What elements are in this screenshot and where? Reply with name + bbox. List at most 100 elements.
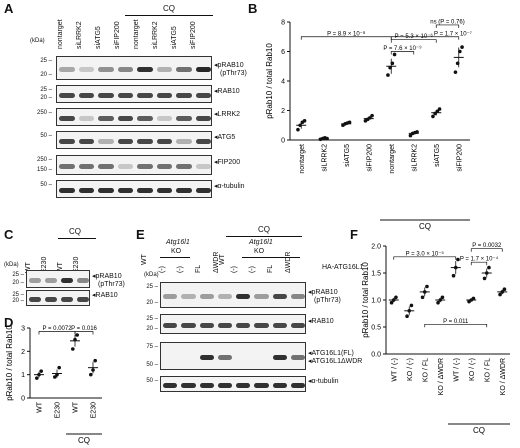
data-point (296, 127, 300, 132)
molecular-weight-marker: 20 – (146, 326, 158, 332)
p-value-annotation: P = 0.0032 (472, 243, 502, 249)
blot-label-secondary: (pThr73) (314, 297, 341, 304)
blot-band (290, 322, 305, 328)
y-tick-label: 0 (281, 138, 285, 145)
blot-band (78, 187, 94, 193)
blot-band (272, 354, 287, 360)
blot-atg16l1 (160, 342, 306, 370)
blot-band (156, 66, 172, 72)
molecular-weight-marker: 25 – (146, 284, 158, 290)
data-point (431, 114, 435, 119)
blot-band (217, 382, 232, 388)
panel-label-c: C (4, 227, 14, 242)
blot-band (59, 138, 75, 144)
molecular-weight-marker: 150 – (36, 167, 52, 173)
data-point (347, 120, 352, 125)
data-point (438, 298, 443, 302)
blot-band (163, 322, 178, 328)
x-tick-label: WT / (-) (391, 358, 398, 382)
blot-label-secondary: ◂ATG16L1ΔWDR (308, 358, 363, 365)
blot-band (236, 322, 251, 328)
data-point (437, 107, 442, 111)
p-value-annotation: P = 1.7 × 10⁻⁴ (460, 256, 499, 263)
data-point (498, 292, 502, 297)
blot-band (181, 293, 196, 299)
significance-bracket (390, 36, 460, 40)
blot-prab10-pthr73- (160, 282, 306, 308)
blot-band (78, 163, 94, 169)
blot-band (156, 138, 172, 144)
blot-band (137, 138, 153, 144)
blot-label: ◂α-tubulin (308, 378, 339, 385)
data-point (37, 372, 41, 377)
x-tick-label: KO / (-) (407, 358, 414, 381)
panel-label-e: E (136, 227, 145, 242)
significance-bracket (435, 24, 460, 28)
panel-a-kda: (kDa) (30, 38, 45, 44)
blot-prab10-pthr73- (26, 270, 90, 288)
data-point (458, 49, 462, 54)
x-tick-label: WT / (-) (453, 358, 460, 382)
x-tick-label: KO / (-) (469, 358, 476, 381)
blot-alpha-tubulin (160, 376, 306, 392)
blot-band (254, 293, 269, 299)
blot-band (98, 138, 114, 144)
blot-label: ◂pRAB10 (214, 62, 244, 69)
blot-band (61, 277, 73, 283)
blot-band (78, 92, 94, 98)
data-point (435, 109, 440, 114)
data-point (453, 70, 458, 74)
y-tick-label: 8 (281, 20, 285, 27)
significance-bracket (74, 331, 94, 335)
data-point (487, 265, 491, 270)
blot-label: ◂RAB10 (214, 88, 240, 95)
data-point (391, 298, 396, 302)
blot-band (77, 277, 89, 283)
data-point (325, 136, 329, 141)
blot-band (137, 92, 153, 98)
panel-e-ko-2: KO (254, 248, 265, 255)
y-tick-label: 2.0 (371, 244, 381, 251)
data-point (425, 284, 429, 289)
blot-band (156, 92, 172, 98)
y-tick-label: 0.5 (371, 325, 381, 332)
blot-band (163, 293, 178, 299)
data-point (405, 314, 409, 319)
blot-band (45, 296, 57, 302)
blot-band (217, 322, 232, 328)
data-point (75, 333, 79, 337)
blot-band (199, 322, 214, 328)
x-tick-label: WT (37, 401, 44, 413)
blot-band (176, 138, 192, 144)
data-point (436, 300, 440, 305)
blot-band (236, 293, 251, 299)
blot-label: ◂pRAB10 (92, 273, 122, 280)
significance-bracket (393, 256, 457, 260)
x-tick-label: E230 (55, 402, 62, 418)
blot-band (137, 163, 153, 169)
blot-band (29, 296, 41, 302)
data-point (484, 271, 489, 275)
data-point (35, 376, 39, 380)
panel-label-a: A (4, 1, 14, 16)
blot-band (137, 66, 153, 72)
panel-c-kda: (kDa) (4, 262, 19, 268)
panel-label-f: F (350, 227, 358, 242)
p-value-annotation: P = 7.6 × 10⁻⁹ (383, 45, 422, 52)
blot-label: ◂RAB10 (92, 292, 118, 299)
y-axis-label: pRab10 / total Rab10 (361, 262, 370, 338)
blot-band (272, 293, 287, 299)
blot-prab10-pthr73- (56, 56, 212, 80)
blot-band (199, 382, 214, 388)
blot-band (195, 187, 211, 193)
panel-e-lane-header: HA-ATG16L1 (322, 264, 364, 271)
y-tick-label: 3 (21, 326, 25, 333)
blot-band (117, 115, 133, 121)
molecular-weight-marker: 20 – (40, 72, 52, 78)
x-tick-label: siFIP200 (456, 144, 463, 172)
molecular-weight-marker: 20 – (12, 298, 24, 304)
blot-label: ◂FIP200 (214, 159, 241, 166)
